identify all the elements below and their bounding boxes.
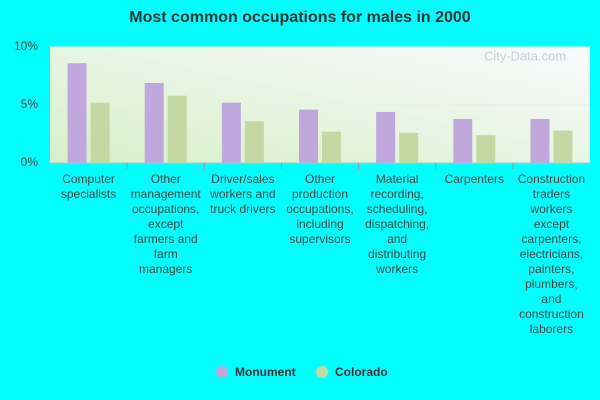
bar xyxy=(376,111,396,163)
bar xyxy=(90,102,110,163)
watermark: City-Data.com xyxy=(484,48,566,63)
bar xyxy=(476,135,496,163)
legend-label: Monument xyxy=(235,365,296,379)
bar xyxy=(299,109,318,163)
x-tick-label: Other production occupations, including … xyxy=(286,172,354,246)
bar xyxy=(322,131,341,163)
bar xyxy=(167,95,187,163)
x-tick-label: Computer specialists xyxy=(60,172,117,201)
bar xyxy=(399,132,419,163)
y-tick-label: 0% xyxy=(21,155,39,169)
legend-swatch xyxy=(216,366,228,378)
x-tick-label: Driver/sales workers and truck drivers xyxy=(210,172,276,216)
chart-title: Most common occupations for males in 200… xyxy=(129,9,471,26)
x-tick-label: Other management occupations, except far… xyxy=(130,172,201,276)
bar xyxy=(553,130,573,163)
x-tick-label: Material recording, scheduling, dispatch… xyxy=(365,172,430,276)
bar xyxy=(144,82,164,163)
bar xyxy=(244,121,264,163)
legend-swatch xyxy=(316,366,328,378)
bar xyxy=(221,102,241,163)
x-tick-label: Carpenters xyxy=(444,172,504,186)
legend-label: Colorado xyxy=(335,365,388,379)
bar xyxy=(530,118,550,163)
y-tick-label: 10% xyxy=(14,39,38,53)
bar xyxy=(453,118,473,163)
y-tick-label: 5% xyxy=(21,97,39,111)
x-tick-label: Construction traders workers except carp… xyxy=(517,172,586,336)
bar xyxy=(67,63,87,163)
